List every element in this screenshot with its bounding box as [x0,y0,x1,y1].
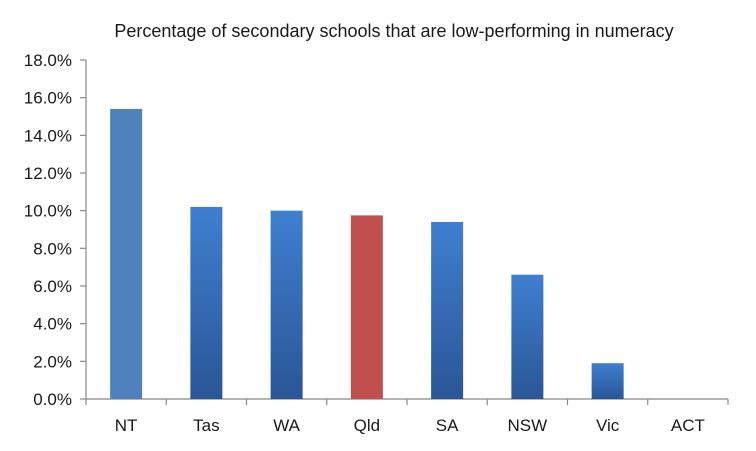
x-category-label: Qld [354,416,380,435]
bar-vic [591,363,624,399]
bar-nsw [511,274,544,399]
bar-sa [431,221,464,399]
y-tick-label: 8.0% [33,239,72,258]
bar-nt [110,108,143,399]
bar-wa [270,210,303,399]
x-category-label: Vic [596,416,620,435]
y-tick-label: 14.0% [24,126,72,145]
labels: 0.0% 2.0% 4.0% 6.0% 8.0% 10.0% 12.0% 14.0% 16.0%… [24,51,705,435]
x-category-label: SA [436,416,459,435]
x-category-label: NT [115,416,138,435]
axes [80,59,729,405]
y-tick-label: 10.0% [24,202,72,221]
x-category-label: ACT [671,416,705,435]
chart-title: Percentage of secondary schools that are… [114,21,674,41]
x-category-label: Tas [193,416,219,435]
y-tick-label: 0.0% [33,390,72,409]
y-tick-label: 18.0% [24,51,72,70]
y-tick-label: 12.0% [24,164,72,183]
bar-tas [190,206,223,399]
y-tick-label: 2.0% [33,352,72,371]
bar-qld [350,215,383,399]
y-tick-label: 4.0% [33,315,72,334]
y-tick-label: 6.0% [33,277,72,296]
y-tick-label: 16.0% [24,89,72,108]
x-category-label: WA [273,416,300,435]
bars [110,108,624,399]
x-category-label: NSW [508,416,548,435]
